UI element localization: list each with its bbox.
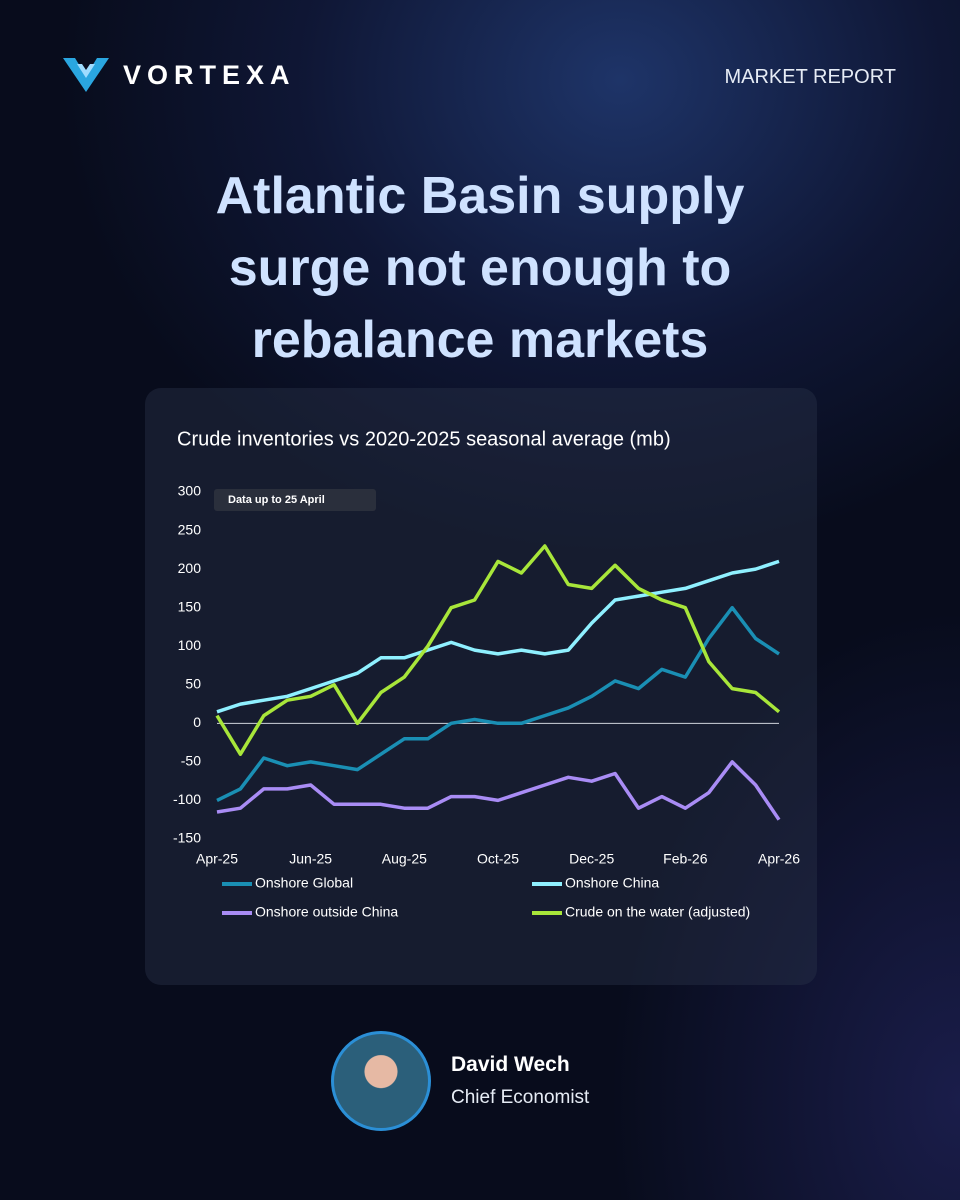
chart-card — [145, 388, 817, 985]
y-tick-label: 300 — [178, 483, 202, 499]
y-tick-label: 250 — [178, 521, 202, 537]
x-tick-label: Dec-25 — [569, 851, 614, 867]
legend-label: Onshore Global — [255, 875, 353, 891]
report-label: MARKET REPORT — [724, 66, 896, 88]
series-line — [216, 760, 781, 821]
series-line — [216, 605, 780, 802]
author: David Wech Chief Economist — [331, 1031, 589, 1131]
legend-label: Onshore China — [565, 875, 659, 891]
y-tick-label: 0 — [193, 714, 201, 730]
author-role: Chief Economist — [451, 1087, 590, 1108]
x-tick-label: Jun-25 — [289, 851, 332, 867]
y-tick-label: 50 — [185, 675, 201, 691]
y-tick-label: -50 — [181, 753, 201, 769]
x-tick-label: Oct-25 — [477, 851, 519, 867]
series-line — [215, 544, 781, 756]
x-tick-label: Apr-25 — [196, 851, 238, 867]
headline-line: Atlantic Basin supply — [215, 167, 745, 225]
avatar — [331, 1031, 431, 1131]
annotation: Data up to 25 April — [228, 494, 325, 506]
legend-label: Onshore outside China — [255, 904, 398, 920]
logo-icon — [63, 58, 109, 92]
annotation-box — [214, 489, 376, 511]
chart-title: Crude inventories vs 2020-2025 seasonal … — [177, 428, 671, 450]
brand: VORTEXA — [63, 56, 296, 94]
x-tick-label: Feb-26 — [663, 851, 708, 867]
headline-line: surge not enough to — [228, 239, 732, 297]
series-line — [216, 559, 780, 714]
headline-line: rebalance markets — [251, 311, 709, 369]
y-tick-label: 100 — [178, 637, 202, 653]
y-tick-label: 200 — [178, 560, 202, 576]
author-name: David Wech — [451, 1053, 570, 1076]
x-tick-label: Aug-25 — [382, 851, 427, 867]
brand-name: VORTEXA — [123, 59, 296, 90]
x-tick-label: Apr-26 — [758, 851, 800, 867]
y-tick-label: -150 — [173, 830, 201, 846]
headline: Atlantic Basin supply surge not enough t… — [0, 160, 960, 376]
y-tick-label: -100 — [173, 791, 201, 807]
legend-label: Crude on the water (adjusted) — [565, 904, 750, 920]
y-tick-label: 150 — [178, 598, 202, 614]
